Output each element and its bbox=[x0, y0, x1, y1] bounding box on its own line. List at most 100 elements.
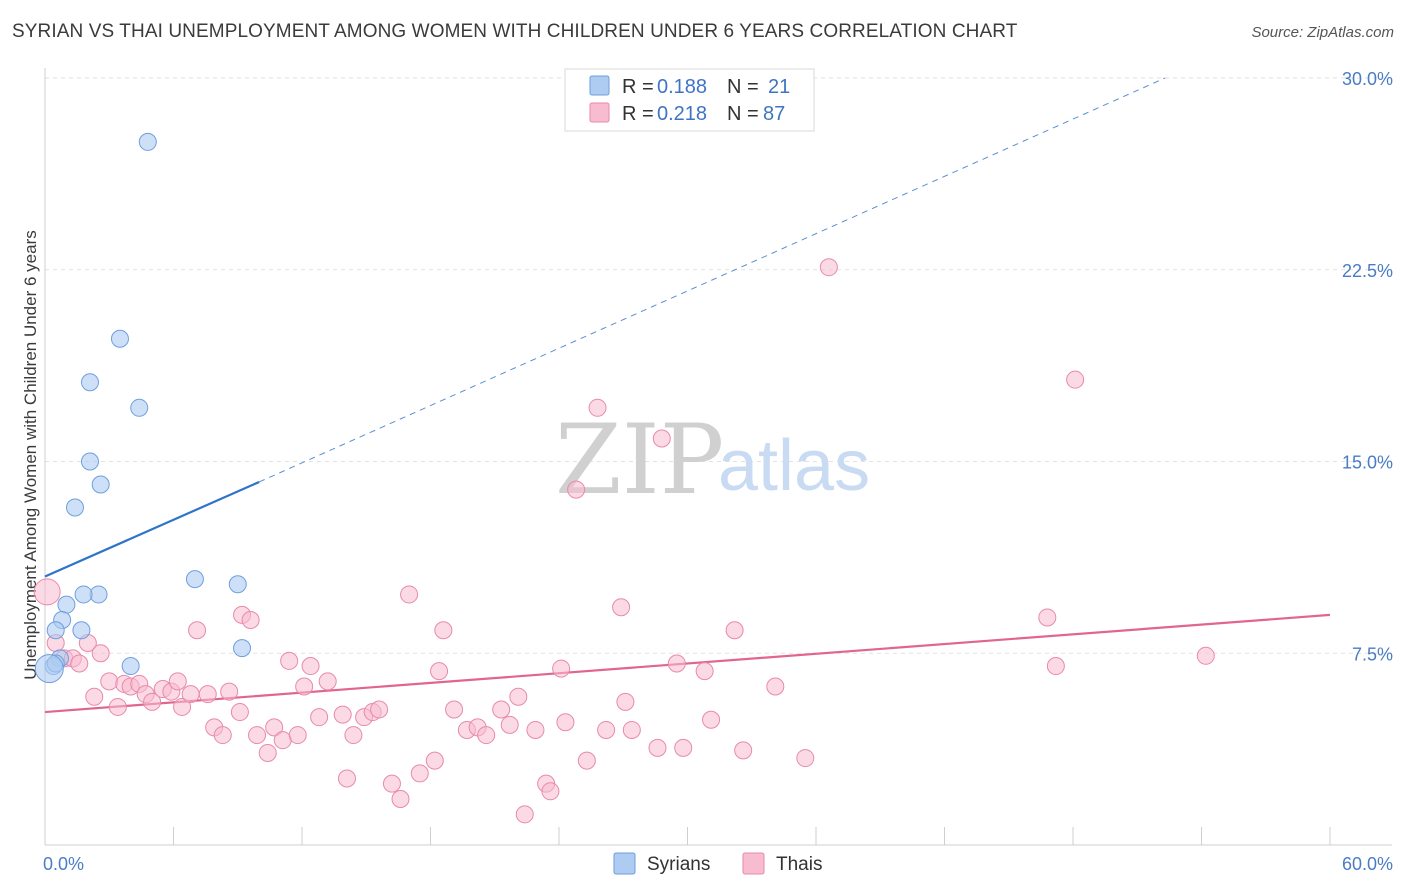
thais-point bbox=[198, 685, 217, 704]
syrians-point bbox=[121, 657, 140, 676]
x-tick-labels: 0.0% 60.0% bbox=[43, 854, 1393, 874]
thais-point bbox=[213, 726, 232, 745]
syrians-point bbox=[89, 585, 108, 604]
legend-r-value-thais: 0.218 bbox=[657, 103, 707, 125]
thais-point bbox=[91, 644, 110, 663]
syrians-point bbox=[110, 329, 129, 348]
thais-point bbox=[188, 621, 207, 640]
y-tick-label-2: 22.5% bbox=[1342, 261, 1393, 281]
thais-point bbox=[100, 672, 119, 691]
thais-point bbox=[622, 720, 641, 739]
trend-line-thais bbox=[44, 613, 1331, 714]
watermark-zip: ZIP bbox=[555, 404, 724, 516]
thais-point bbox=[667, 654, 686, 673]
thais-point bbox=[509, 687, 528, 706]
trend-line-syrians-extension bbox=[258, 77, 1166, 483]
syrians-point bbox=[233, 639, 252, 658]
thais-point bbox=[430, 662, 449, 681]
thais-point bbox=[1196, 646, 1215, 665]
watermark-atlas: atlas bbox=[718, 426, 870, 506]
trend-line-syrians bbox=[44, 480, 260, 578]
bottom-legend: Syrians Thais bbox=[613, 852, 822, 875]
thais-point bbox=[258, 743, 277, 762]
thais-point bbox=[310, 708, 329, 727]
syrians-points bbox=[34, 132, 252, 684]
thais-point bbox=[295, 677, 314, 696]
thais-point bbox=[1066, 370, 1085, 389]
thais-point bbox=[526, 720, 545, 739]
syrians-point bbox=[80, 373, 99, 392]
thais-points bbox=[33, 258, 1215, 824]
bottom-legend-thais: Thais bbox=[776, 854, 822, 875]
syrians-point bbox=[74, 585, 93, 604]
thais-point bbox=[515, 805, 534, 824]
legend: R = 0.188 N = 21 R = 0.218 N = 87 bbox=[564, 68, 815, 132]
thais-point bbox=[612, 598, 631, 617]
syrians-point bbox=[46, 621, 65, 640]
thais-point bbox=[318, 672, 337, 691]
y-tick-label-3: 30.0% bbox=[1342, 69, 1393, 89]
thais-point bbox=[588, 398, 607, 417]
thais-point bbox=[220, 682, 239, 701]
thais-point bbox=[273, 731, 292, 750]
thais-point bbox=[541, 782, 560, 801]
x-tick-label-max: 60.0% bbox=[1342, 854, 1393, 874]
syrians-point bbox=[91, 475, 110, 494]
thais-point bbox=[552, 659, 571, 678]
thais-point bbox=[577, 751, 596, 770]
thais-point bbox=[265, 718, 284, 737]
legend-n-label-syrians: N = bbox=[727, 76, 759, 98]
thais-point bbox=[674, 738, 693, 757]
thais-point bbox=[108, 697, 127, 716]
thais-point bbox=[445, 700, 464, 719]
thais-point bbox=[492, 700, 511, 719]
thais-point bbox=[1046, 657, 1065, 676]
thais-point bbox=[370, 700, 389, 719]
thais-point bbox=[382, 774, 401, 793]
syrians-point bbox=[228, 575, 247, 594]
grid-lines bbox=[45, 77, 1392, 654]
thais-point bbox=[734, 741, 753, 760]
thais-point bbox=[556, 713, 575, 732]
thais-point bbox=[796, 749, 815, 768]
syrians-point bbox=[80, 452, 99, 471]
thais-point bbox=[725, 621, 744, 640]
thais-point bbox=[652, 429, 671, 448]
thais-point bbox=[181, 685, 200, 704]
thais-point bbox=[648, 738, 667, 757]
thais-point bbox=[567, 480, 586, 499]
thais-point bbox=[241, 611, 260, 630]
syrians-point bbox=[138, 132, 157, 151]
legend-r-label-thais: R = bbox=[622, 103, 654, 125]
legend-n-value-thais: 87 bbox=[763, 103, 785, 125]
thais-point bbox=[597, 720, 616, 739]
thais-point bbox=[410, 764, 429, 783]
thais-point bbox=[702, 710, 721, 729]
legend-n-value-syrians: 21 bbox=[768, 76, 790, 98]
thais-point bbox=[819, 258, 838, 277]
watermark: ZIP atlas bbox=[555, 404, 870, 516]
thais-point bbox=[248, 726, 267, 745]
thais-point bbox=[434, 621, 453, 640]
syrians-point bbox=[185, 570, 204, 589]
chart-title: SYRIAN VS THAI UNEMPLOYMENT AMONG WOMEN … bbox=[12, 21, 1018, 42]
thais-point bbox=[85, 687, 104, 706]
thais-point bbox=[766, 677, 785, 696]
legend-n-label-thais: N = bbox=[727, 103, 759, 125]
trend-lines bbox=[44, 77, 1331, 714]
thais-point bbox=[337, 769, 356, 788]
syrians-point bbox=[57, 595, 76, 614]
thais-point bbox=[333, 705, 352, 724]
y-tick-label-0: 7.5% bbox=[1352, 644, 1393, 664]
legend-swatch-thais bbox=[589, 102, 610, 123]
syrians-point bbox=[130, 398, 149, 417]
source-credit: Source: ZipAtlas.com bbox=[1251, 24, 1394, 41]
thais-point bbox=[70, 654, 89, 673]
thais-point bbox=[280, 651, 299, 670]
thais-point bbox=[33, 578, 61, 606]
y-tick-labels: 7.5% 15.0% 22.5% 30.0% bbox=[1342, 69, 1393, 664]
bottom-legend-swatch-thais bbox=[742, 852, 765, 875]
thais-point bbox=[143, 692, 162, 711]
thais-point bbox=[500, 715, 519, 734]
